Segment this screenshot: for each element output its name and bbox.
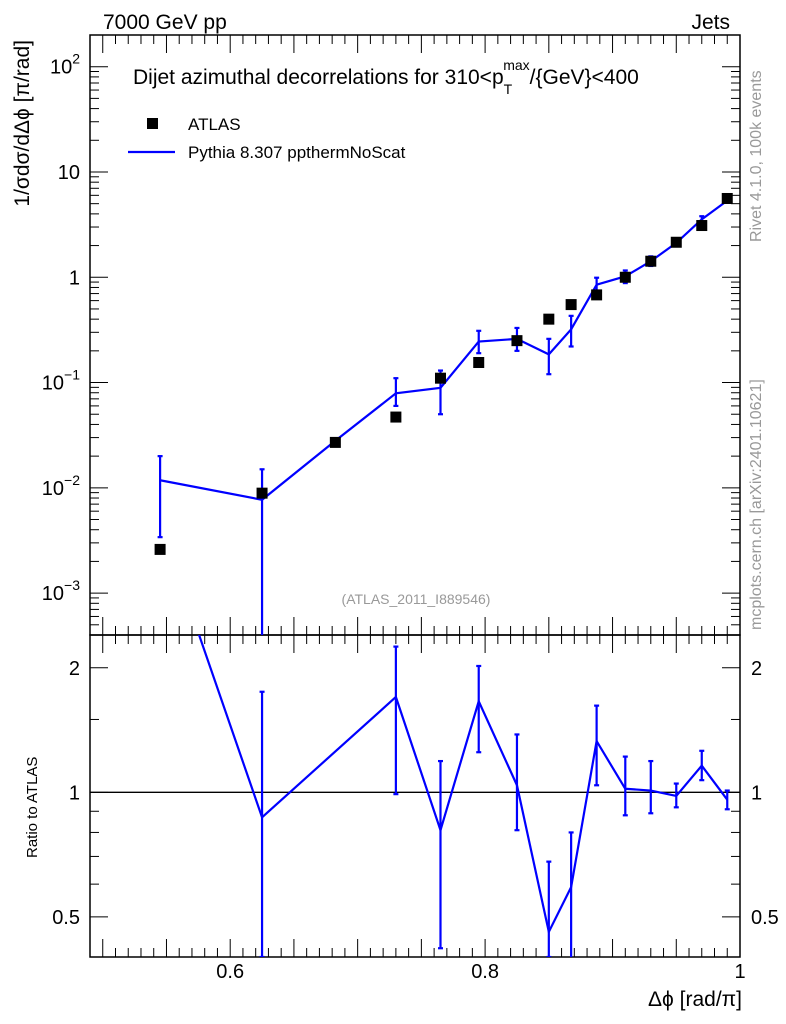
atlas-point bbox=[511, 335, 523, 347]
axes-ticks bbox=[90, 34, 741, 958]
header-left: 7000 GeV pp bbox=[103, 11, 227, 34]
atlas-point bbox=[565, 299, 577, 311]
x-tick-label: 0.6 bbox=[216, 961, 244, 983]
atlas-point bbox=[256, 487, 268, 499]
y-tick-label: 1 bbox=[69, 267, 80, 289]
y-tick-label: 10 bbox=[58, 162, 80, 184]
atlas-point bbox=[473, 357, 485, 369]
atlas-point bbox=[154, 543, 166, 555]
y-tick-label: 10−3 bbox=[42, 577, 80, 605]
ratio-y-tick-label-right: 0.5 bbox=[751, 907, 779, 929]
ratio-y-tick-label: 0.5 bbox=[52, 907, 80, 929]
y-tick-labels: 10−3 10−2 10−1 1 10 102 0.5 0.5 1 1 2 2 bbox=[42, 51, 779, 929]
atlas-point bbox=[645, 255, 657, 267]
ratio-series bbox=[197, 635, 730, 957]
ratio-line bbox=[197, 635, 729, 936]
atlas-point bbox=[434, 372, 446, 384]
header-right: Jets bbox=[691, 11, 730, 34]
x-tick-labels: 0.6 0.8 1 bbox=[216, 961, 745, 983]
main-y-axis-title: 1/σdσ/dΔϕ [π/rad] bbox=[11, 40, 34, 207]
atlas-point bbox=[619, 271, 631, 283]
atlas-point bbox=[543, 313, 555, 325]
atlas-point bbox=[329, 436, 341, 448]
y-tick-label: 10−2 bbox=[42, 472, 80, 500]
y-tick-label: 102 bbox=[50, 51, 80, 79]
ratio-y-tick-label: 2 bbox=[69, 658, 80, 680]
ratio-y-tick-label-right: 2 bbox=[751, 658, 762, 680]
chart-title: Dijet azimuthal decorrelations for 310<p… bbox=[133, 57, 639, 97]
legend-atlas-marker bbox=[147, 118, 158, 129]
atlas-point bbox=[591, 289, 603, 301]
x-tick-label: 0.8 bbox=[471, 961, 499, 983]
x-axis-title: Δϕ [rad/π] bbox=[648, 988, 742, 1011]
main-series bbox=[154, 192, 733, 635]
atlas-point bbox=[670, 236, 682, 248]
analysis-id: (ATLAS_2011_I889546) bbox=[342, 591, 491, 607]
atlas-point bbox=[390, 411, 402, 423]
ratio-y-tick-label: 1 bbox=[69, 782, 80, 804]
ratio-y-axis-title: Ratio to ATLAS bbox=[24, 757, 41, 858]
atlas-point bbox=[721, 192, 733, 204]
y-tick-label: 10−1 bbox=[42, 367, 80, 395]
rivet-label: Rivet 4.1.0, 100k events bbox=[748, 70, 765, 242]
x-tick-label: 1 bbox=[734, 961, 745, 983]
legend-pythia-label: Pythia 8.307 ppthermNoScat bbox=[188, 143, 406, 162]
ratio-panel-frame bbox=[89, 634, 741, 958]
atlas-point bbox=[696, 220, 708, 232]
mcplots-label: mcplots.cern.ch [arXiv:2401.10621] bbox=[748, 379, 765, 630]
legend-atlas-label: ATLAS bbox=[188, 115, 241, 134]
mc-line bbox=[159, 199, 728, 501]
ratio-y-tick-label-right: 1 bbox=[751, 782, 762, 804]
